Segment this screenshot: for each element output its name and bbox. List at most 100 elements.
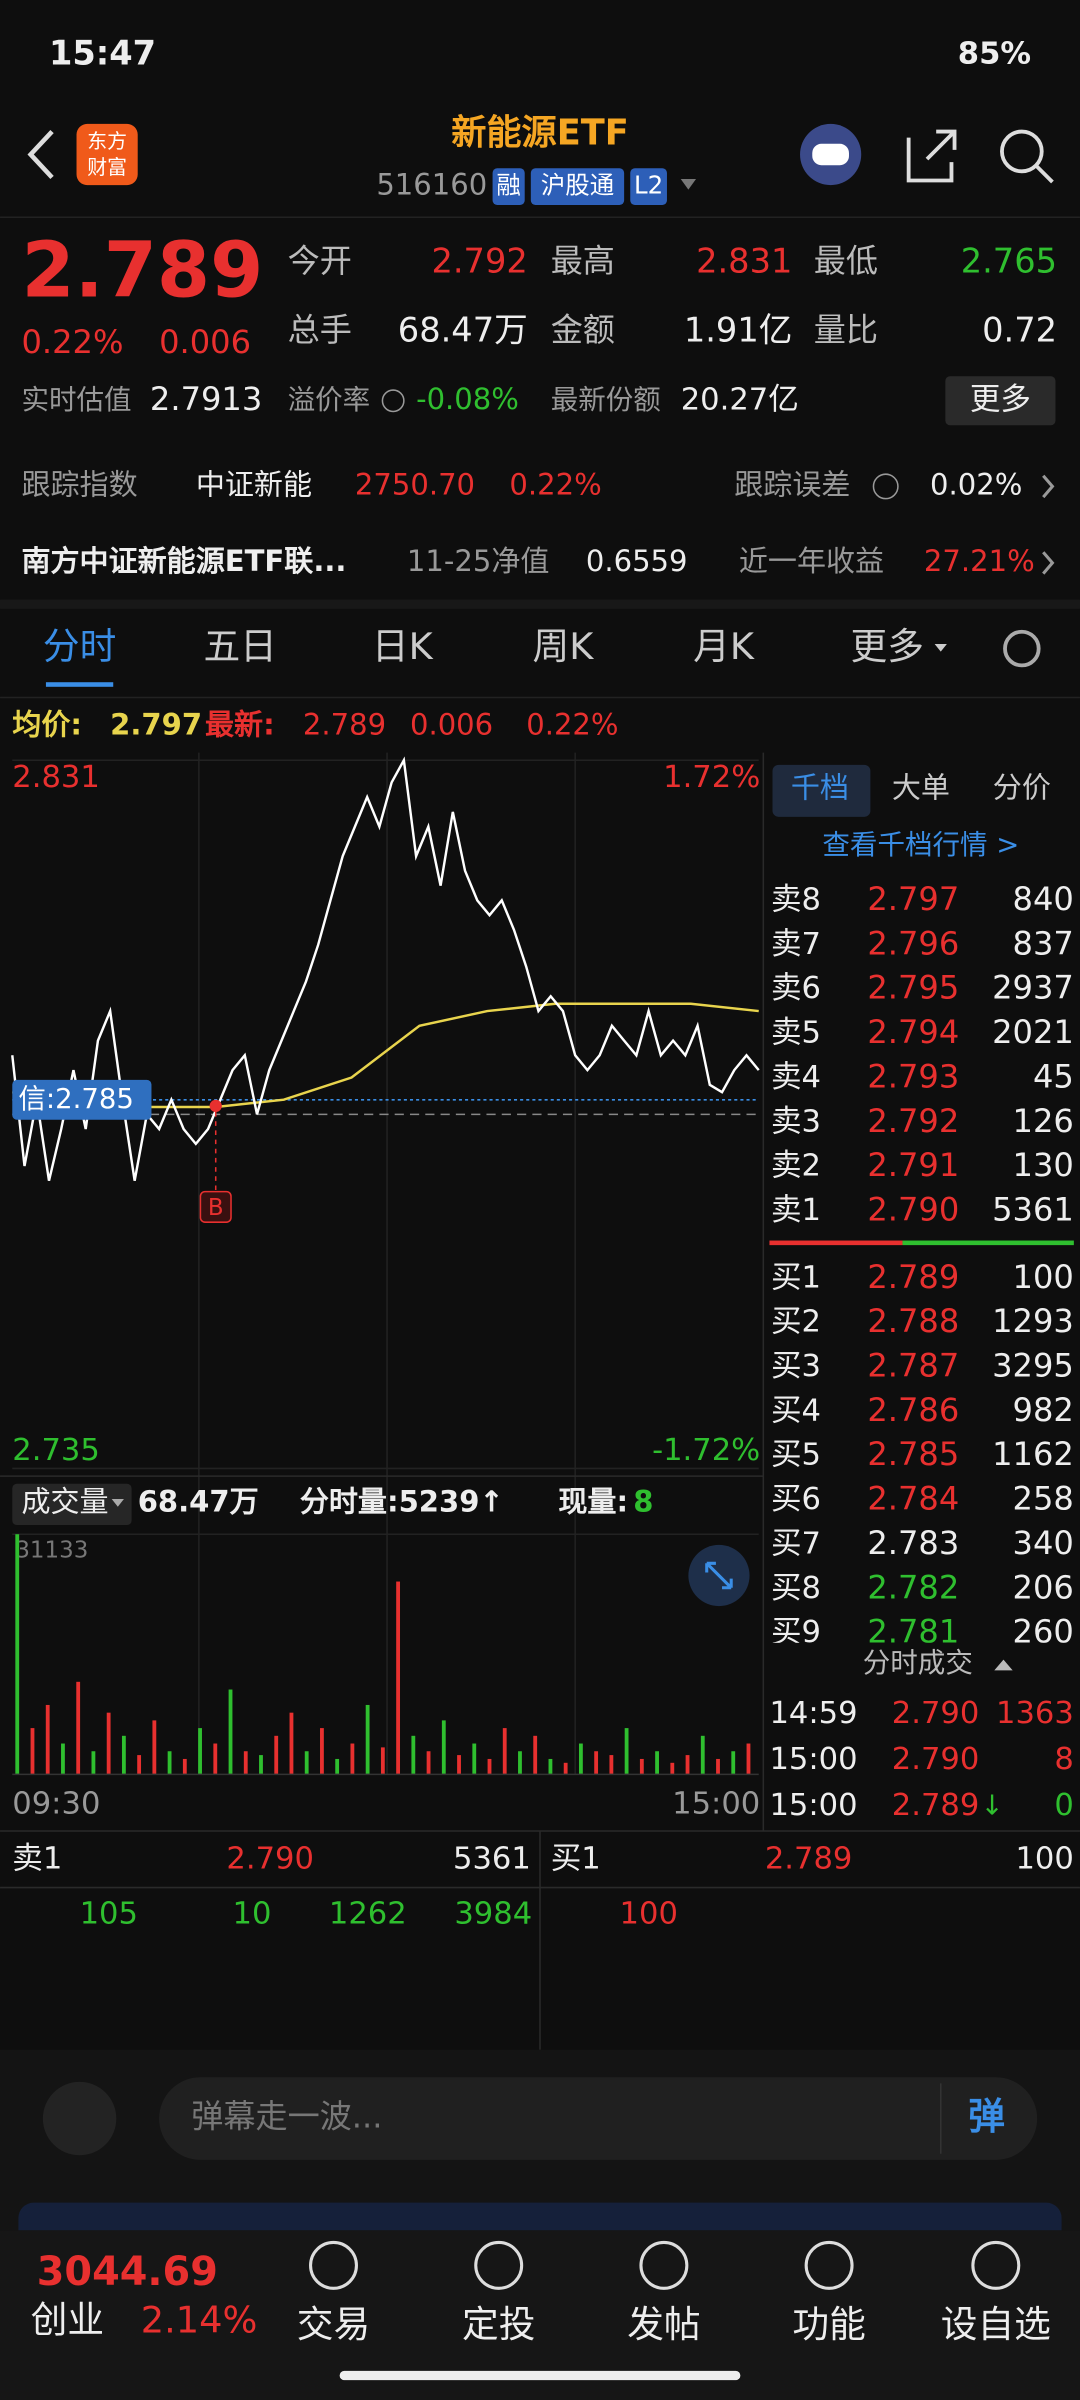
caret [994,1659,1013,1671]
book-level: 买8 [771,1571,821,1606]
book-volume: 5361 [992,1190,1074,1228]
volume-bar [198,1728,202,1775]
label: 最新: [205,708,275,742]
field-label: 总手 [288,311,352,349]
volume-bar [533,1735,538,1775]
comment-input[interactable] [159,2077,1038,2160]
fund-name: 南方中证新能源ETF联... [21,544,346,578]
shares: 20.27亿 [681,382,799,417]
book-level: 卖4 [771,1060,821,1095]
book-price: 2.783 [867,1524,959,1562]
label: 0.02% [930,467,1022,501]
tab[interactable]: 更多 [851,625,924,668]
index-change: 2.14% [141,2298,258,2341]
tab[interactable]: 五日 [203,625,276,668]
book-volume: 837 [1013,924,1074,962]
volume-bar [685,1755,690,1775]
search-handle [1034,163,1054,184]
nav-icon[interactable] [971,2240,1021,2290]
nav-item[interactable]: 功能 [792,2303,865,2346]
book-volume: 258 [1013,1480,1074,1518]
field-value: 2.831 [696,242,792,281]
settings-icon[interactable] [1003,629,1041,668]
field-value: 2.765 [961,242,1057,281]
battery: 85% [958,37,1031,72]
dropdown-arrow [934,643,947,652]
label: 0.22% [509,467,601,501]
nav-icon[interactable] [309,2240,358,2290]
tab[interactable]: 月K [693,625,755,668]
title: 新能源ETF [451,113,629,154]
book-price: 2.792 [867,1102,959,1140]
volume-bar [30,1728,35,1775]
search-icon[interactable] [1000,129,1044,174]
volume-label-bg[interactable] [12,1483,132,1526]
y-max-pct: 1.72% [663,760,760,795]
field-label: 最高 [551,242,615,280]
book-price: 2.784 [867,1480,959,1518]
share-icon[interactable] [906,129,957,183]
trade-volume: 0 [1054,1788,1073,1823]
comment-icon[interactable] [42,2081,117,2156]
tab-underline [45,682,114,687]
comment-placeholder[interactable]: 弹幕走一波... [191,2098,382,2136]
label: 8 [633,1485,653,1519]
nav-icon[interactable] [474,2240,524,2290]
comment-button[interactable]: 弹 [968,2095,1005,2138]
volume-bar [61,1743,65,1775]
time-start: 09:30 [12,1786,100,1821]
chevron[interactable] [1042,474,1055,499]
order-size: 1262 [329,1897,407,1932]
label: 跟踪指数 [21,467,137,501]
trade-price: 2.789 [892,1788,980,1823]
volume-bar [670,1762,675,1775]
field-label: 今开 [288,242,352,280]
nav-item[interactable]: 发帖 [627,2303,700,2346]
book-level: 买4 [771,1393,821,1428]
book-tab[interactable]: 千档 [791,770,849,804]
dropdown-arrow[interactable] [680,178,697,190]
book-volume: 1293 [992,1302,1074,1340]
nav-icon[interactable] [804,2240,854,2290]
nav-icon[interactable] [639,2240,689,2290]
volume-bar [121,1735,126,1775]
index-name: 中证新能 [196,467,312,501]
nav-item[interactable]: 定投 [462,2303,535,2346]
logo[interactable] [76,123,138,186]
signal-label: 信:2.785 [18,1083,134,1115]
index-value[interactable]: 3044.69 [37,2249,218,2295]
label: 0.6559 [586,544,688,578]
home-indicator[interactable] [339,2370,741,2381]
nav-item[interactable]: 交易 [297,2303,370,2346]
tab[interactable]: 周K [533,625,595,668]
volume-bar [563,1762,568,1775]
estimate: 2.7913 [150,380,262,418]
buy-dot [209,1099,222,1113]
book-price: 2.789 [867,1258,959,1296]
volume-bar [137,1755,142,1775]
book-level: 买7 [771,1526,821,1561]
label: 跟踪误差 [734,467,850,501]
tag-bg [492,168,525,205]
info-icon [872,473,899,500]
chevron[interactable] [1042,551,1055,575]
volume-bar [380,1747,385,1775]
trade-time: 14:59 [769,1696,857,1731]
tag: 融 [496,171,520,200]
trade-time: 15:00 [769,1742,857,1777]
more-button-bg[interactable] [945,376,1056,426]
book-volume: 1162 [992,1435,1074,1473]
book-tab[interactable]: 大单 [892,770,950,804]
tab[interactable]: 日K [372,625,434,668]
nav-item[interactable]: 设自选 [941,2303,1051,2346]
book-volume: 2937 [992,969,1074,1007]
order-size: 105 [80,1897,138,1932]
volume-bar [365,1704,370,1775]
book-link[interactable]: 查看千档行情 > [822,829,1019,861]
book-tab[interactable]: 分价 [993,770,1051,804]
volume-bar [411,1735,416,1775]
order-size: 3984 [454,1897,532,1932]
tab[interactable]: 分时 [43,625,116,668]
back-icon[interactable] [27,129,54,180]
more-button[interactable]: 更多 [970,382,1031,417]
